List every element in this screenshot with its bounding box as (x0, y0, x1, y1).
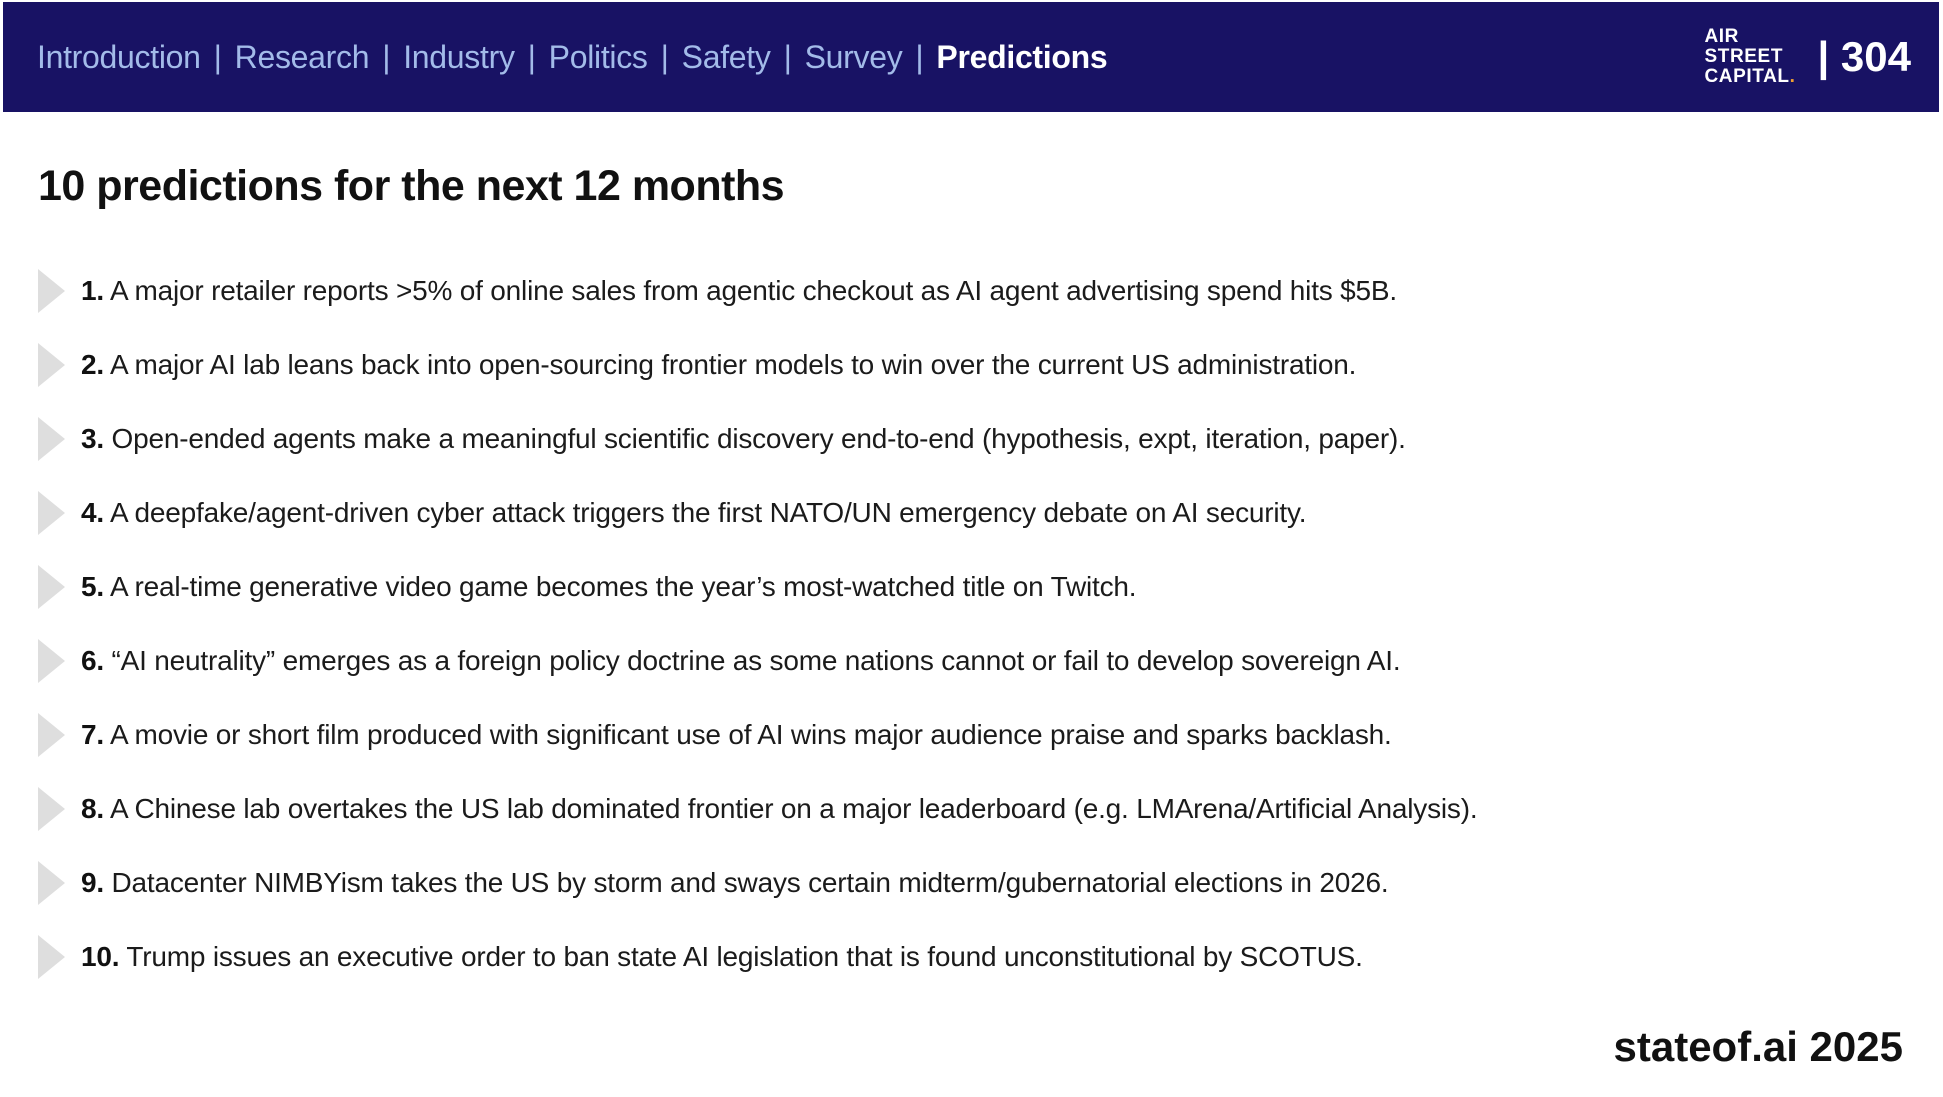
triangle-bullet-icon (38, 417, 65, 461)
nav-separator: | (783, 38, 792, 75)
prediction-text: 7. A movie or short film produced with s… (81, 718, 1392, 750)
nav-separator: | (915, 38, 924, 75)
predictions-list: 1. A major retailer reports >5% of onlin… (38, 269, 1905, 979)
nav-item-politics[interactable]: Politics (548, 38, 648, 75)
page-title: 10 predictions for the next 12 months (38, 162, 785, 210)
slide-body: 10 predictions for the next 12 months 1.… (0, 162, 1943, 979)
header-nav: Introduction | Research | Industry | Politics |… (37, 38, 1108, 76)
nav-separator: | (527, 38, 536, 75)
prediction-text: 1. A major retailer reports >5% of onlin… (81, 274, 1397, 306)
prediction-text: 10. Trump issues an executive order to b… (81, 940, 1363, 972)
prediction-item: 5. A real-time generative video game bec… (38, 565, 1905, 609)
nav-item-safety[interactable]: Safety (681, 38, 771, 75)
logo-line-2: STREET (1704, 46, 1784, 68)
prediction-number: 8. (81, 792, 104, 824)
prediction-text: 6. “AI neutrality” emerges as a foreign … (81, 644, 1401, 676)
prediction-text: 3. Open-ended agents make a meaningful s… (81, 422, 1406, 454)
triangle-bullet-icon (38, 935, 65, 979)
footer-brand: stateof.ai 2025 (1613, 1023, 1904, 1070)
header-bar: Introduction | Research | Industry | Politics |… (3, 2, 1939, 112)
prediction-number: 3. (81, 422, 104, 454)
logo-line-3-text: CAPITAL (1704, 65, 1790, 87)
prediction-text: 5. A real-time generative video game bec… (81, 570, 1137, 602)
logo-line-1: AIR (1704, 26, 1740, 48)
prediction-text: 9. Datacenter NIMBYism takes the US by s… (81, 866, 1389, 898)
triangle-bullet-icon (38, 491, 65, 535)
prediction-item: 3. Open-ended agents make a meaningful s… (38, 417, 1905, 461)
prediction-number: 10. (81, 940, 120, 972)
triangle-bullet-icon (38, 343, 65, 387)
prediction-number: 6. (81, 644, 104, 676)
nav-separator: | (382, 38, 391, 75)
prediction-text: 2. A major AI lab leans back into open-s… (81, 348, 1357, 380)
prediction-number: 9. (81, 866, 104, 898)
prediction-number: 2. (81, 348, 104, 380)
nav-item-industry[interactable]: Industry (403, 38, 515, 75)
triangle-bullet-icon (38, 861, 65, 905)
prediction-item: 1. A major retailer reports >5% of onlin… (38, 269, 1905, 313)
triangle-bullet-icon (38, 787, 65, 831)
prediction-text: 4. A deepfake/agent-driven cyber attack … (81, 496, 1307, 528)
prediction-item: 9. Datacenter NIMBYism takes the US by s… (38, 861, 1905, 905)
prediction-number: 7. (81, 718, 104, 750)
page-number: | 304 (1817, 33, 1912, 80)
nav-separator: | (213, 38, 222, 75)
prediction-item: 8. A Chinese lab overtakes the US lab do… (38, 787, 1905, 831)
footer: stateof.ai 2025 (1614, 1023, 1904, 1071)
prediction-number: 4. (81, 496, 104, 528)
prediction-text: 8. A Chinese lab overtakes the US lab do… (81, 792, 1478, 824)
prediction-item: 6. “AI neutrality” emerges as a foreign … (38, 639, 1905, 683)
nav-item-predictions[interactable]: Predictions (936, 38, 1108, 75)
header-right: AIR STREET CAPITAL. | 304 (1704, 27, 1911, 86)
prediction-item: 10. Trump issues an executive order to b… (38, 935, 1905, 979)
logo-dot: . (1789, 65, 1796, 87)
triangle-bullet-icon (38, 639, 65, 683)
nav-item-introduction[interactable]: Introduction (37, 38, 201, 75)
logo-line-3: CAPITAL. (1704, 65, 1796, 87)
nav-item-survey[interactable]: Survey (804, 38, 903, 75)
prediction-item: 4. A deepfake/agent-driven cyber attack … (38, 491, 1905, 535)
air-street-capital-logo: AIR STREET CAPITAL. (1704, 27, 1795, 86)
triangle-bullet-icon (38, 713, 65, 757)
triangle-bullet-icon (38, 565, 65, 609)
prediction-number: 5. (81, 570, 104, 602)
prediction-item: 7. A movie or short film produced with s… (38, 713, 1905, 757)
prediction-number: 1. (81, 274, 104, 306)
triangle-bullet-icon (38, 269, 65, 313)
nav-separator: | (660, 38, 669, 75)
prediction-item: 2. A major AI lab leans back into open-s… (38, 343, 1905, 387)
nav-item-research[interactable]: Research (234, 38, 370, 75)
